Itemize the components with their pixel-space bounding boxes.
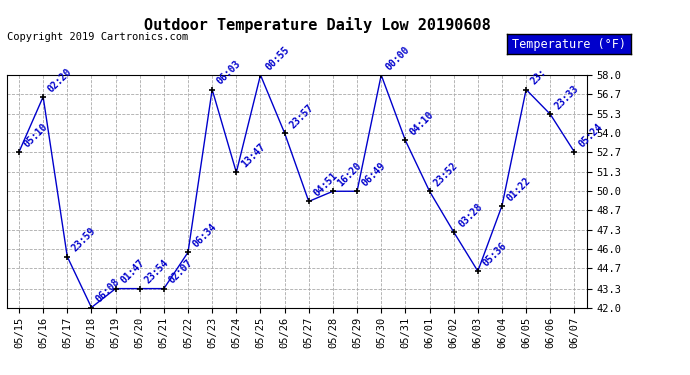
- Text: 01:22: 01:22: [505, 175, 533, 203]
- Text: 05:36: 05:36: [481, 240, 509, 268]
- Text: 04:10: 04:10: [408, 110, 436, 138]
- Text: 04:51: 04:51: [312, 171, 339, 199]
- Text: 13:47: 13:47: [239, 142, 267, 170]
- Text: 02:07: 02:07: [167, 258, 195, 286]
- Text: 23:57: 23:57: [288, 102, 315, 130]
- Text: 02:20: 02:20: [46, 66, 74, 94]
- Text: 23:59: 23:59: [70, 226, 98, 254]
- Text: 23:54: 23:54: [143, 258, 170, 286]
- Text: Outdoor Temperature Daily Low 20190608: Outdoor Temperature Daily Low 20190608: [144, 17, 491, 33]
- Text: 16:20: 16:20: [336, 160, 364, 189]
- Text: 00:00: 00:00: [384, 44, 412, 72]
- Text: 01:47: 01:47: [119, 258, 146, 286]
- Text: 23:33: 23:33: [553, 84, 581, 111]
- Text: 06:49: 06:49: [360, 160, 388, 189]
- Text: 06:03: 06:03: [215, 59, 243, 87]
- Text: 06:34: 06:34: [191, 222, 219, 249]
- Text: Temperature (°F): Temperature (°F): [512, 38, 627, 51]
- Text: Copyright 2019 Cartronics.com: Copyright 2019 Cartronics.com: [7, 32, 188, 42]
- Text: 05:24: 05:24: [578, 122, 605, 149]
- Text: 06:08: 06:08: [95, 277, 122, 305]
- Text: 23:: 23:: [529, 67, 549, 87]
- Text: 05:10: 05:10: [22, 122, 50, 149]
- Text: 00:55: 00:55: [264, 44, 291, 72]
- Text: 03:28: 03:28: [457, 201, 484, 229]
- Text: 23:52: 23:52: [433, 160, 460, 189]
